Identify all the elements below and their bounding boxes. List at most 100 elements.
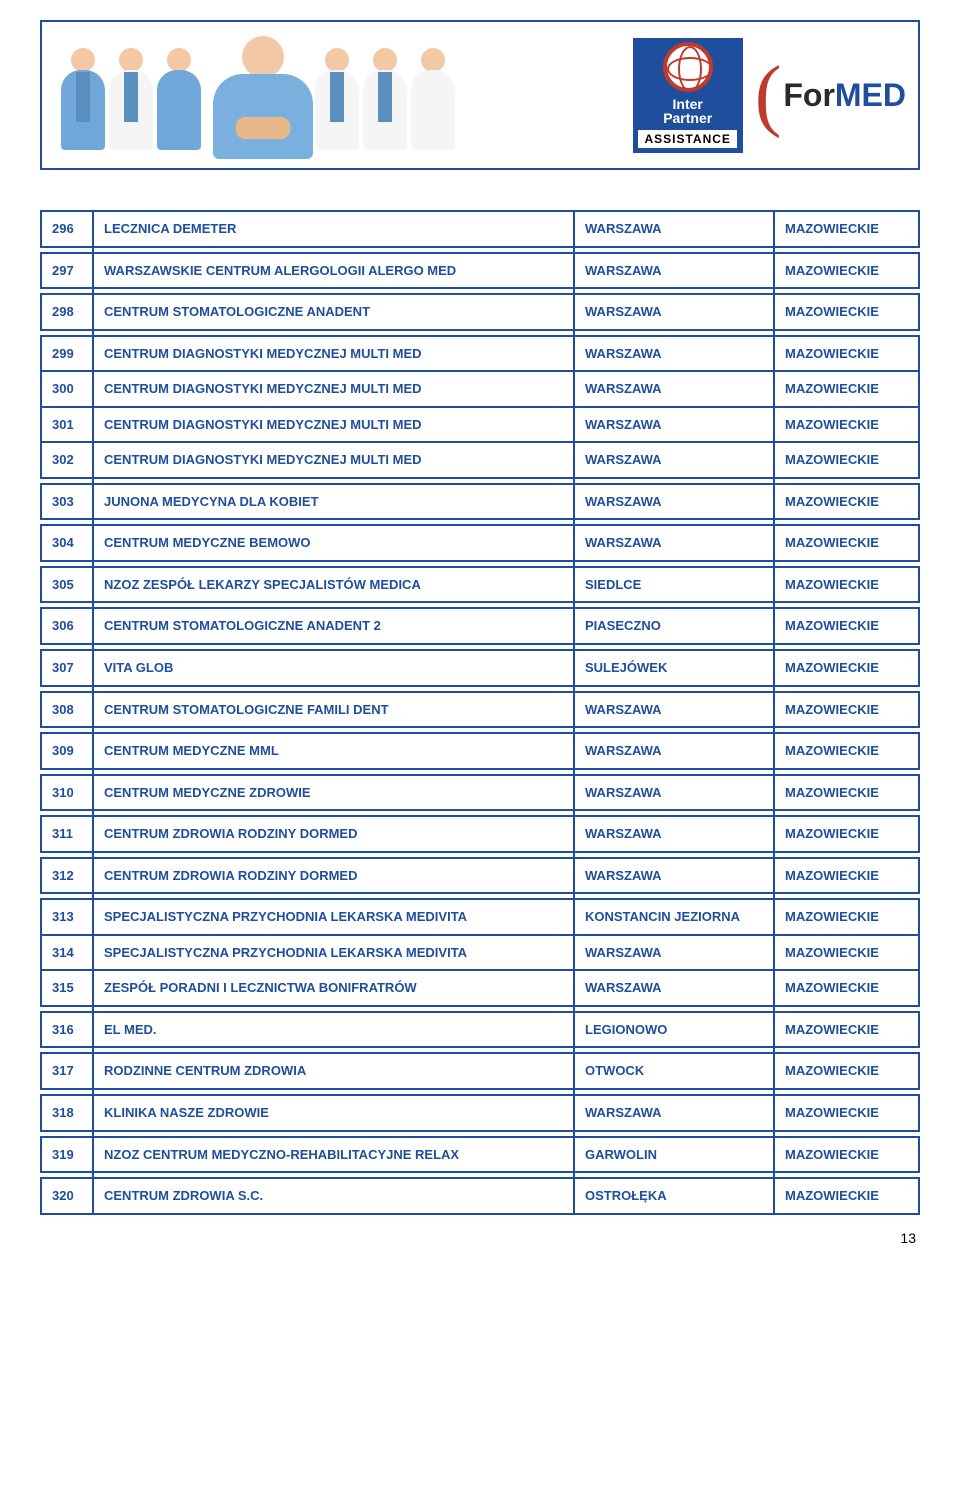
table-row: 302CENTRUM DIAGNOSTYKI MEDYCZNEJ MULTI M… [41, 442, 919, 478]
doctor-figure-center [203, 32, 323, 162]
doctor-figure [150, 42, 208, 162]
doctor-arms [236, 117, 291, 139]
cell-num: 299 [41, 336, 93, 372]
cell-region: MAZOWIECKIE [774, 608, 919, 644]
cell-name: CENTRUM DIAGNOSTYKI MEDYCZNEJ MULTI MED [93, 442, 574, 478]
cell-city: WARSZAWA [574, 692, 774, 728]
cell-num: 309 [41, 733, 93, 769]
cell-name: VITA GLOB [93, 650, 574, 686]
cell-city: WARSZAWA [574, 970, 774, 1006]
cell-city: SULEJÓWEK [574, 650, 774, 686]
cell-num: 311 [41, 816, 93, 852]
cell-city: WARSZAWA [574, 253, 774, 289]
cell-city: WARSZAWA [574, 935, 774, 971]
formed-for: For [783, 77, 835, 113]
table-row: 317RODZINNE CENTRUM ZDROWIAOTWOCKMAZOWIE… [41, 1053, 919, 1089]
cell-name: CENTRUM STOMATOLOGICZNE ANADENT 2 [93, 608, 574, 644]
cell-num: 315 [41, 970, 93, 1006]
cell-city: WARSZAWA [574, 484, 774, 520]
doctor-coat [330, 72, 344, 122]
cell-name: SPECJALISTYCZNA PRZYCHODNIA LEKARSKA MED… [93, 899, 574, 935]
doctor-coat [378, 72, 392, 122]
cell-num: 316 [41, 1012, 93, 1048]
cell-region: MAZOWIECKIE [774, 858, 919, 894]
cell-num: 300 [41, 371, 93, 407]
table-row: 299CENTRUM DIAGNOSTYKI MEDYCZNEJ MULTI M… [41, 336, 919, 372]
paren-icon: ( [755, 71, 782, 119]
doctor-head [325, 48, 349, 72]
cell-num: 302 [41, 442, 93, 478]
cell-city: WARSZAWA [574, 733, 774, 769]
cell-name: KLINIKA NASZE ZDROWIE [93, 1095, 574, 1131]
cell-num: 297 [41, 253, 93, 289]
doctor-head [71, 48, 95, 72]
cell-name: NZOZ ZESPÓŁ LEKARZY SPECJALISTÓW MEDICA [93, 567, 574, 603]
cell-num: 303 [41, 484, 93, 520]
cell-name: EL MED. [93, 1012, 574, 1048]
cell-region: MAZOWIECKIE [774, 484, 919, 520]
cell-num: 301 [41, 407, 93, 443]
cell-num: 296 [41, 211, 93, 247]
table-row: 313SPECJALISTYCZNA PRZYCHODNIA LEKARSKA … [41, 899, 919, 935]
cell-city: OSTROŁĘKA [574, 1178, 774, 1214]
cell-name: JUNONA MEDYCYNA DLA KOBIET [93, 484, 574, 520]
cell-region: MAZOWIECKIE [774, 733, 919, 769]
table-row: 316EL MED.LEGIONOWOMAZOWIECKIE [41, 1012, 919, 1048]
cell-region: MAZOWIECKIE [774, 442, 919, 478]
table-row: 315ZESPÓŁ PORADNI I LECZNICTWA BONIFRATR… [41, 970, 919, 1006]
cell-num: 307 [41, 650, 93, 686]
cell-name: CENTRUM MEDYCZNE MML [93, 733, 574, 769]
cell-city: WARSZAWA [574, 816, 774, 852]
doctor-head [167, 48, 191, 72]
cell-name: CENTRUM DIAGNOSTYKI MEDYCZNEJ MULTI MED [93, 371, 574, 407]
doctor-coat [124, 72, 138, 122]
cell-num: 320 [41, 1178, 93, 1214]
cell-num: 313 [41, 899, 93, 935]
cell-name: NZOZ CENTRUM MEDYCZNO-REHABILITACYJNE RE… [93, 1137, 574, 1173]
cell-city: WARSZAWA [574, 211, 774, 247]
doctor-figure [404, 42, 462, 162]
cell-num: 304 [41, 525, 93, 561]
globe-icon [663, 42, 713, 92]
cell-city: WARSZAWA [574, 1095, 774, 1131]
cell-region: MAZOWIECKIE [774, 371, 919, 407]
cell-name: CENTRUM ZDROWIA S.C. [93, 1178, 574, 1214]
table-row: 308CENTRUM STOMATOLOGICZNE FAMILI DENTWA… [41, 692, 919, 728]
table-row: 320CENTRUM ZDROWIA S.C.OSTROŁĘKAMAZOWIEC… [41, 1178, 919, 1214]
doctor-head [242, 36, 284, 78]
cell-city: WARSZAWA [574, 294, 774, 330]
logo-assistance: ASSISTANCE [638, 130, 736, 148]
cell-region: MAZOWIECKIE [774, 336, 919, 372]
table-row: 303JUNONA MEDYCYNA DLA KOBIETWARSZAWAMAZ… [41, 484, 919, 520]
cell-name: CENTRUM DIAGNOSTYKI MEDYCZNEJ MULTI MED [93, 407, 574, 443]
cell-region: MAZOWIECKIE [774, 1053, 919, 1089]
table-row: 309CENTRUM MEDYCZNE MMLWARSZAWAMAZOWIECK… [41, 733, 919, 769]
cell-name: ZESPÓŁ PORADNI I LECZNICTWA BONIFRATRÓW [93, 970, 574, 1006]
cell-name: CENTRUM DIAGNOSTYKI MEDYCZNEJ MULTI MED [93, 336, 574, 372]
doctors-illustration [54, 28, 633, 162]
doctor-head [421, 48, 445, 72]
table-row: 319NZOZ CENTRUM MEDYCZNO-REHABILITACYJNE… [41, 1137, 919, 1173]
doctor-head [119, 48, 143, 72]
cell-city: WARSZAWA [574, 775, 774, 811]
cell-region: MAZOWIECKIE [774, 1137, 919, 1173]
cell-name: RODZINNE CENTRUM ZDROWIA [93, 1053, 574, 1089]
doctor-head [373, 48, 397, 72]
cell-num: 317 [41, 1053, 93, 1089]
cell-region: MAZOWIECKIE [774, 211, 919, 247]
doctor-coat [76, 72, 90, 122]
cell-num: 319 [41, 1137, 93, 1173]
table-row: 300CENTRUM DIAGNOSTYKI MEDYCZNEJ MULTI M… [41, 371, 919, 407]
cell-region: MAZOWIECKIE [774, 935, 919, 971]
cell-num: 312 [41, 858, 93, 894]
cell-region: MAZOWIECKIE [774, 1178, 919, 1214]
cell-region: MAZOWIECKIE [774, 816, 919, 852]
doctor-body [157, 70, 201, 150]
cell-name: CENTRUM STOMATOLOGICZNE ANADENT [93, 294, 574, 330]
cell-num: 318 [41, 1095, 93, 1131]
table-row: 310CENTRUM MEDYCZNE ZDROWIEWARSZAWAMAZOW… [41, 775, 919, 811]
page-header: Inter Partner ASSISTANCE ( ForMED [40, 20, 920, 170]
cell-num: 310 [41, 775, 93, 811]
cell-num: 308 [41, 692, 93, 728]
table-row: 296LECZNICA DEMETERWARSZAWAMAZOWIECKIE [41, 211, 919, 247]
